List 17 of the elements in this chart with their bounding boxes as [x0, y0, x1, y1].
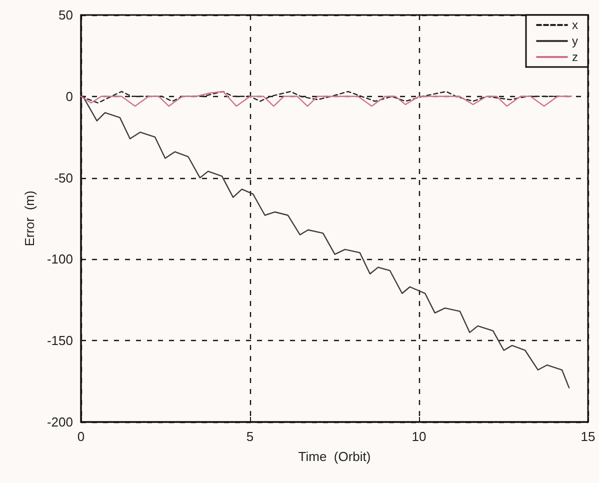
y-tick-label: -100: [46, 252, 73, 267]
y-tick-label: -50: [54, 170, 73, 186]
y-tick-label: 0: [66, 88, 73, 104]
x-tick-label: 15: [580, 429, 596, 444]
y-tick-label: -200: [46, 414, 73, 430]
legend-label: z: [572, 50, 578, 64]
x-tick-label: 0: [77, 429, 85, 444]
y-axis-title: Error (m): [22, 190, 37, 246]
line-series: [80, 96, 570, 388]
legend-label: y: [572, 34, 578, 48]
x-tick-label: 10: [412, 429, 426, 444]
x-tick-label: 5: [246, 429, 254, 444]
legend-label: x: [572, 18, 578, 32]
line-series: [80, 90, 572, 107]
y-tick-label: -150: [46, 333, 73, 348]
x-axis-title: Time (Orbit): [298, 449, 371, 464]
y-tick-label: 50: [58, 8, 73, 22]
